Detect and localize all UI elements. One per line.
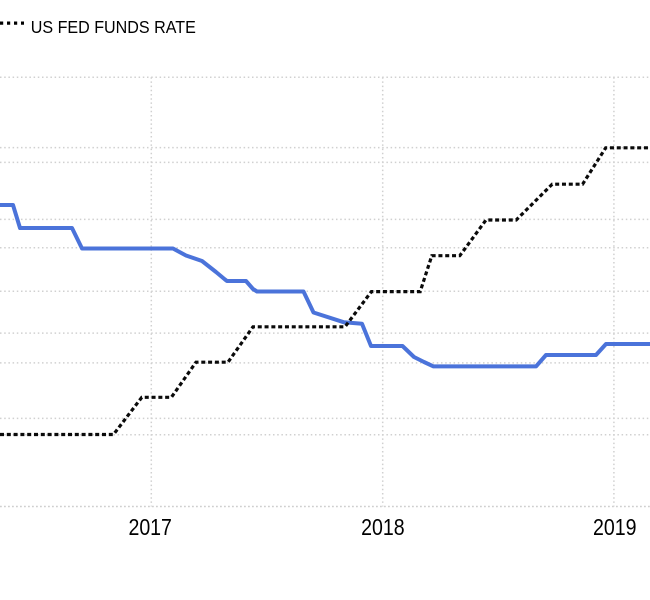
svg-text:2018: 2018 [361,514,405,540]
svg-text:2019: 2019 [593,514,637,540]
svg-text:US FED FUNDS RATE: US FED FUNDS RATE [31,17,196,37]
svg-text:2017: 2017 [128,514,172,540]
